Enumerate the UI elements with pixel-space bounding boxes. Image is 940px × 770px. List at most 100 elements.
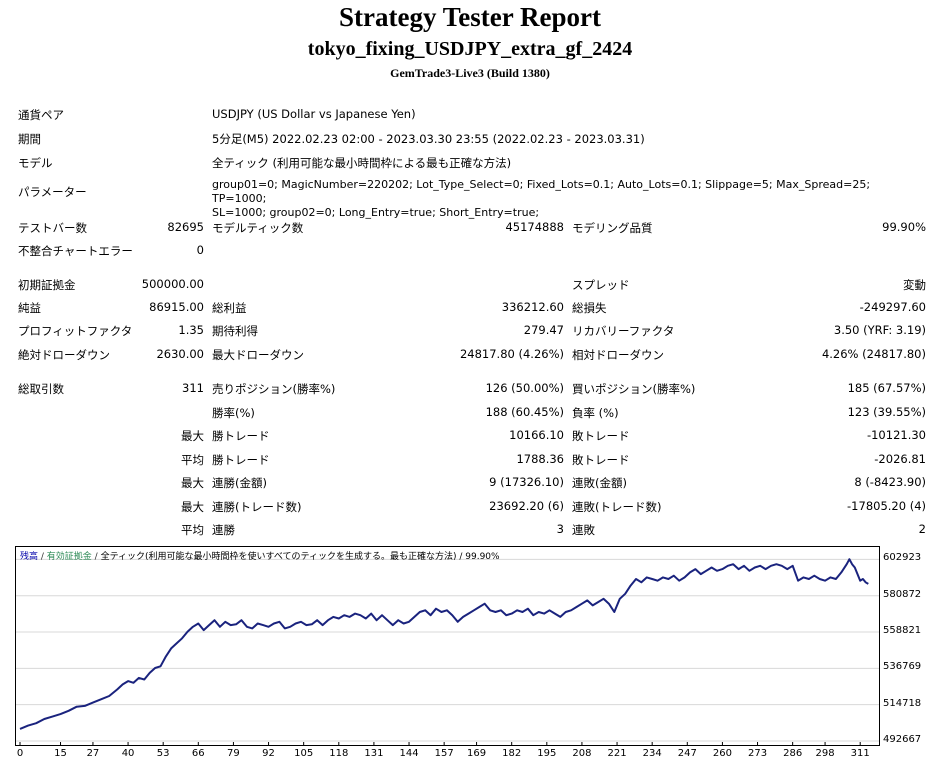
max-dd-value: 24817.80 (4.26%)	[459, 347, 564, 361]
x-tick-label: 27	[86, 748, 100, 759]
stats-row-deposit: 初期証拠金 500000.00 スプレッド 変動	[0, 277, 940, 297]
params-label: パラメーター	[18, 185, 87, 199]
max-label-3: 最大	[181, 500, 204, 514]
rel-dd-value: 4.26% (24817.80)	[821, 347, 926, 361]
model-label: モデル	[18, 156, 53, 170]
max-cons-loss-label: 連敗(金額)	[572, 476, 627, 490]
x-tick-label: 298	[815, 748, 835, 759]
net-value: 86915.00	[149, 300, 204, 314]
max-loss-value: -10121.30	[866, 428, 926, 442]
gross-profit-label: 総利益	[212, 301, 247, 315]
expected-value: 279.47	[523, 323, 564, 337]
x-tick-label: 221	[607, 748, 627, 759]
legend-separator-1: /	[38, 552, 47, 562]
stats-row-trades: 総取引数 311 売りポジション(勝率%) 126 (50.00%) 買いポジシ…	[0, 381, 940, 401]
max-cons-win-value: 9 (17326.10)	[489, 475, 564, 489]
max-loss-label: 敗トレード	[572, 429, 630, 443]
x-tick-label: 286	[783, 748, 803, 759]
x-tick-label: 131	[364, 748, 384, 759]
x-tick-label: 79	[227, 748, 240, 759]
pair-label: 通貨ペア	[18, 108, 64, 122]
y-tick-label: 580872	[883, 588, 922, 600]
gross-loss-value: -249297.60	[859, 300, 926, 314]
pair-value: USDJPY (US Dollar vs Japanese Yen)	[212, 107, 416, 121]
chart-svg	[16, 558, 879, 745]
x-tick-label: 234	[642, 748, 662, 759]
bars-value: 82695	[167, 220, 204, 234]
x-tick-label: 92	[262, 748, 275, 759]
params-line-1: group01=0; MagicNumber=220202; Lot_Type_…	[212, 178, 871, 205]
max-cons-loss-value: 8 (-8423.90)	[854, 475, 926, 489]
y-tick-label: 492667	[883, 734, 922, 745]
avg-win-label: 勝トレード	[212, 453, 270, 467]
x-tick-label: 195	[537, 748, 557, 759]
stats-row-pf: プロフィットファクタ 1.35 期待利得 279.47 リカバリーファクタ 3.…	[0, 323, 940, 343]
info-row-pair: 通貨ペア USDJPY (US Dollar vs Japanese Yen)	[0, 107, 940, 127]
x-tick-label: 311	[850, 748, 870, 759]
stats-row-max-trade: 最大 勝トレード 10166.10 敗トレード -10121.30	[0, 428, 940, 448]
max-cons-lossamt-label: 連敗(トレード数)	[572, 500, 662, 514]
net-label: 純益	[18, 301, 41, 315]
quality-value: 99.90%	[882, 220, 926, 234]
quality-label: モデリング品質	[572, 221, 653, 235]
ticks-value: 45174888	[505, 220, 564, 234]
x-tick-label: 118	[329, 748, 349, 759]
max-cons-profit-label: 連勝(トレード数)	[212, 500, 302, 514]
max-win-label: 勝トレード	[212, 429, 270, 443]
spread-value: 変動	[903, 278, 926, 292]
report-title: Strategy Tester Report	[339, 2, 601, 32]
avg-loss-value: -2026.81	[874, 452, 926, 466]
y-tick-label: 602923	[883, 552, 922, 564]
params-line-2: SL=1000; group02=0; Long_Entry=true; Sho…	[212, 206, 540, 219]
abs-dd-value: 2630.00	[156, 347, 204, 361]
loss-rate-label: 負率 (%)	[572, 406, 619, 420]
pf-value: 1.35	[178, 323, 204, 337]
long-label: 買いポジション(勝率%)	[572, 382, 696, 396]
stats-row-bars: テストバー数 82695 モデルティック数 45174888 モデリング品質 9…	[0, 220, 940, 240]
balance-series-line	[19, 558, 869, 730]
avg-label-2: 平均	[181, 523, 204, 537]
ticks-label: モデルティック数	[212, 221, 304, 235]
avg-cons-loss-value: 2	[918, 522, 926, 536]
trades-label: 総取引数	[18, 382, 64, 396]
model-value: 全ティック (利用可能な最小時間枠による最も正確な方法)	[212, 156, 512, 170]
x-tick-label: 15	[54, 748, 67, 759]
stats-row-avg-cons: 平均 連勝 3 連敗 2	[0, 522, 940, 542]
x-tick-label: 0	[16, 748, 24, 759]
bars-label: テストバー数	[18, 221, 87, 235]
x-tick-label: 144	[399, 748, 419, 759]
params-value: group01=0; MagicNumber=220202; Lot_Type_…	[212, 178, 912, 220]
info-row-period: 期間 5分足(M5) 2022.02.23 02:00 - 2023.03.30…	[0, 131, 940, 151]
info-row-model: モデル 全ティック (利用可能な最小時間枠による最も正確な方法)	[0, 155, 940, 175]
max-dd-label: 最大ドローダウン	[212, 348, 304, 362]
mismatch-label: 不整合チャートエラー	[18, 244, 133, 258]
report-server: GemTrade3-Live3 (Build 1380)	[390, 66, 550, 80]
avg-cons-win-value: 3	[556, 522, 564, 536]
spread-label: スプレッド	[572, 278, 630, 292]
x-tick-label: 260	[712, 748, 732, 759]
x-tick-label: 169	[467, 748, 487, 759]
max-cons-win-label: 連勝(金額)	[212, 476, 267, 490]
period-value: 5分足(M5) 2022.02.23 02:00 - 2023.03.30 23…	[212, 132, 645, 146]
x-tick-label: 182	[502, 748, 522, 759]
avg-loss-label: 敗トレード	[572, 453, 630, 467]
win-rate-value: 188 (60.45%)	[485, 405, 564, 419]
max-label-2: 最大	[181, 476, 204, 490]
avg-cons-loss-label: 連敗	[572, 523, 595, 537]
avg-cons-win-label: 連勝	[212, 523, 235, 537]
max-win-value: 10166.10	[509, 428, 564, 442]
x-tick-label: 208	[572, 748, 592, 759]
x-tick-label: 273	[747, 748, 768, 759]
y-tick-label: 536769	[883, 661, 922, 673]
mismatch-value: 0	[196, 243, 204, 257]
rel-dd-label: 相対ドローダウン	[572, 348, 664, 362]
x-tick-label: 247	[677, 748, 697, 759]
max-cons-profit-value: 23692.20 (6)	[489, 499, 564, 513]
y-tick-label: 558821	[883, 625, 922, 637]
max-cons-lossamt-value: -17805.20 (4)	[847, 499, 926, 513]
x-tick-label: 53	[156, 748, 170, 759]
stats-row-net: 純益 86915.00 総利益 336212.60 総損失 -249297.60	[0, 300, 940, 320]
report-subtitle: tokyo_fixing_USDJPY_extra_gf_2424	[307, 38, 633, 60]
x-tick-label: 157	[434, 748, 454, 759]
balance-chart: 残高 / 有効証拠金 / 全ティック(利用可能な最小時間枠を使いすべてのティック…	[15, 546, 935, 768]
